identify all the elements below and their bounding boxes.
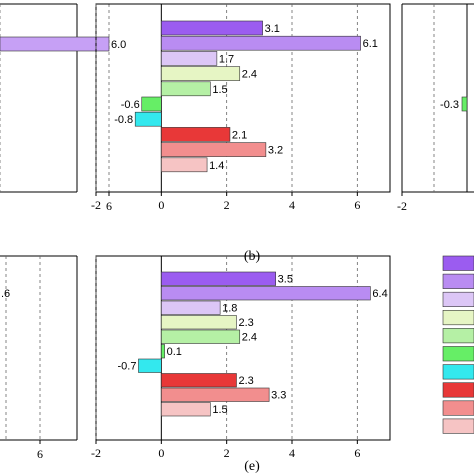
x-tick-label: -2 <box>397 199 407 213</box>
data-label: 3.1 <box>265 23 280 35</box>
bar <box>161 20 263 36</box>
bar <box>0 36 110 52</box>
bar <box>138 358 162 373</box>
bar <box>161 300 221 315</box>
data-label: 2.1 <box>232 129 247 141</box>
x-tick-label: 6 <box>354 446 360 460</box>
legend-swatch <box>442 255 474 271</box>
data-label: 1.8 <box>222 303 237 315</box>
bar <box>161 35 361 51</box>
data-label: 2.3 <box>238 375 253 387</box>
legend-swatch <box>442 382 474 398</box>
legend-swatch <box>442 400 474 416</box>
panel-d-partial: 6.6 <box>0 255 78 461</box>
data-label: 0.1 <box>167 346 182 358</box>
data-label: 6.1 <box>363 38 378 50</box>
data-label: .6 <box>1 288 10 300</box>
x-tick-label: 0 <box>158 446 164 460</box>
panel-e-chart: -2 0 2 4 63.56.41.82.32.40.1-0.72.33.31.5 <box>91 255 391 460</box>
bar <box>161 315 237 330</box>
legend-swatch <box>442 291 474 308</box>
x-tick-label: 6 <box>37 447 43 461</box>
data-label: 3.3 <box>271 390 286 402</box>
x-tick-label: 4 <box>289 446 295 460</box>
data-label: 1.5 <box>212 84 227 96</box>
bar <box>161 329 241 344</box>
data-label: 2.4 <box>242 69 257 81</box>
legend-swatch <box>442 346 474 362</box>
caption-b: (b) <box>244 249 261 264</box>
plot-frame <box>95 3 391 193</box>
bar <box>161 271 276 286</box>
legend-swatch <box>442 273 474 289</box>
data-label: 1.5 <box>212 404 227 416</box>
legend-swatch <box>442 418 474 434</box>
bar <box>161 387 270 402</box>
x-tick-label: 4 <box>289 198 295 212</box>
bar <box>461 96 468 112</box>
panel-b-chart: -2 0 2 4 6 3.1 6.1 1.7 2.4 1.5 -0.6 -0.8 2.1 3.2 1.4 <box>91 3 391 212</box>
bar <box>161 373 237 388</box>
data-label: 3.2 <box>268 145 283 157</box>
x-tick-label: 2 <box>224 198 230 212</box>
bar <box>161 127 231 142</box>
data-label: 2.3 <box>238 317 253 329</box>
x-tick-label: 6 <box>354 198 360 212</box>
bar <box>161 51 218 66</box>
x-tick-label: -2 <box>91 446 101 460</box>
caption-e: (e) <box>244 459 260 474</box>
data-label: 2.4 <box>242 332 257 344</box>
panel-c-partial: -2 -0.3 <box>397 3 474 213</box>
x-tick-label: -2 <box>91 198 101 212</box>
bar <box>134 111 162 127</box>
data-label: 6.4 <box>372 288 387 300</box>
data-label: -0.3 <box>440 99 459 111</box>
data-label: 1.4 <box>209 160 224 172</box>
bar <box>141 96 162 112</box>
panel-a-partial: 66.0 <box>0 3 126 213</box>
bar <box>161 402 211 417</box>
data-label: -0.7 <box>117 361 136 373</box>
legend-swatch <box>442 309 474 326</box>
data-label: 3.5 <box>278 274 293 286</box>
data-label: -0.6 <box>121 99 140 111</box>
data-label: -0.8 <box>114 114 133 126</box>
x-tick-label: 2 <box>224 446 230 460</box>
data-label: 1.7 <box>219 53 234 65</box>
bar <box>161 81 211 97</box>
bar <box>161 142 267 157</box>
legend-swatch <box>442 328 474 344</box>
bar <box>161 286 371 301</box>
bar <box>161 66 241 81</box>
bar <box>161 344 165 359</box>
bar <box>161 157 208 173</box>
x-tick-label: 0 <box>158 198 164 212</box>
legend-swatch <box>442 364 474 380</box>
data-label: 6.0 <box>111 39 126 51</box>
legend <box>442 255 474 434</box>
x-tick-label: 6 <box>106 199 112 213</box>
